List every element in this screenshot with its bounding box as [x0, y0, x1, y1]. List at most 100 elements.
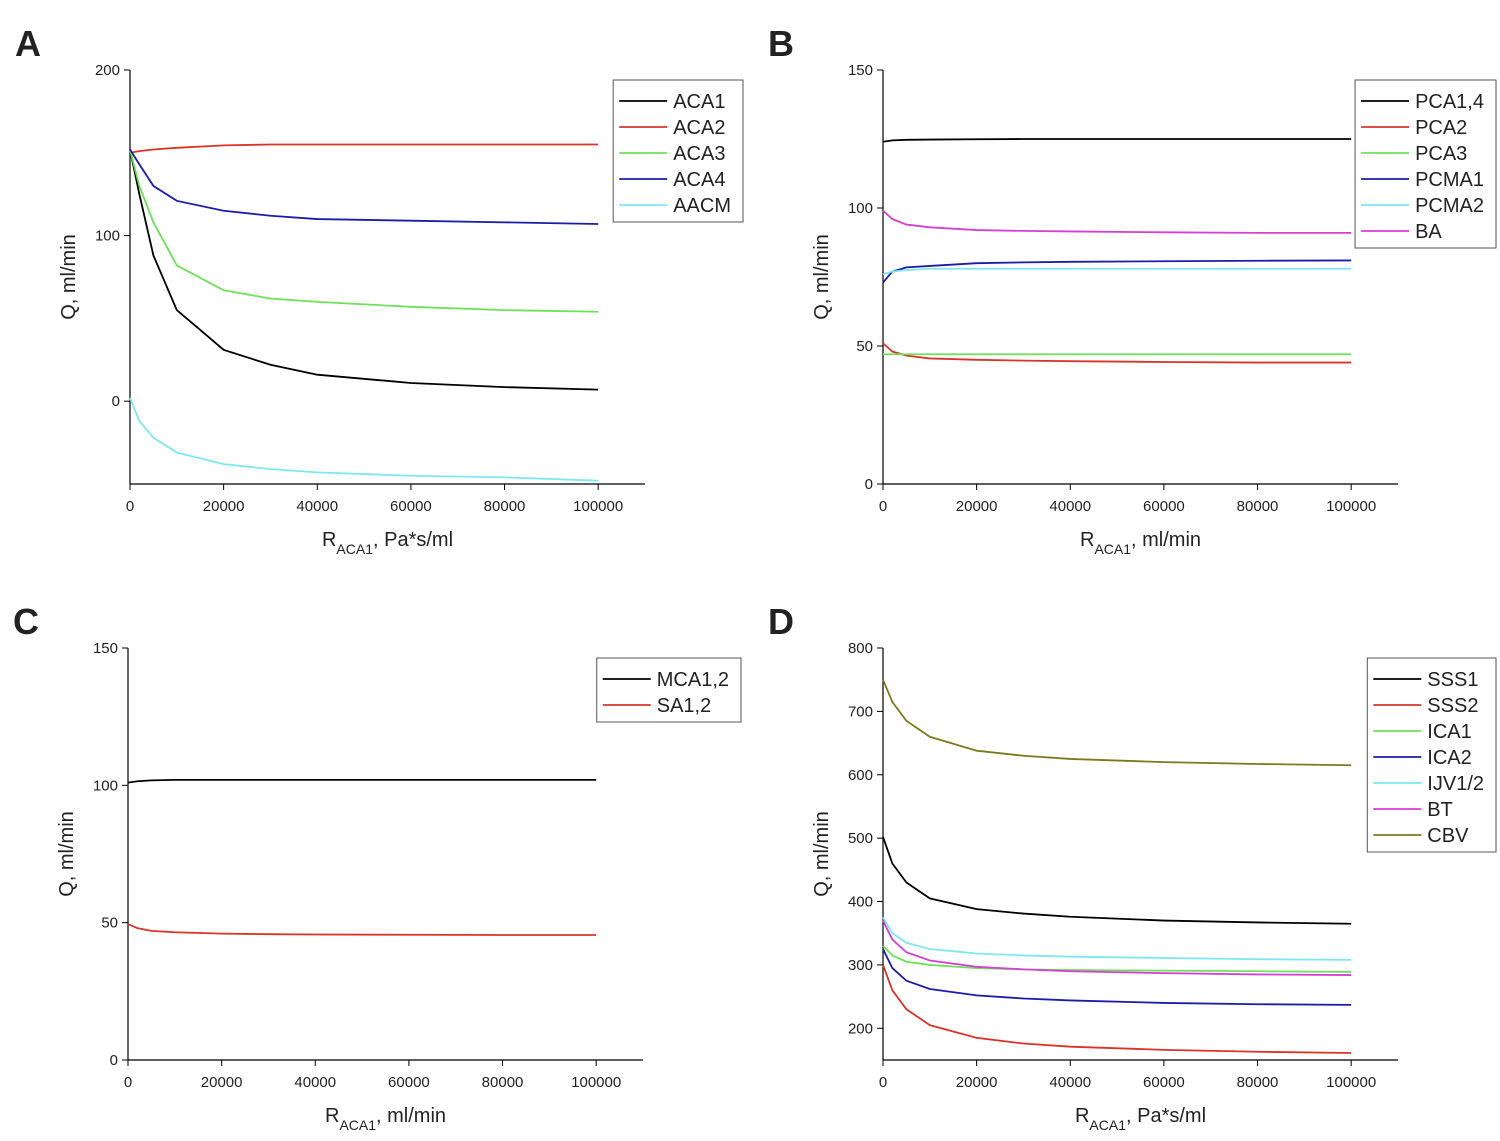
x-tick-label: 40000	[294, 1074, 336, 1091]
x-axis-title: RACA1, ml/min	[1080, 529, 1201, 557]
x-tick-label: 60000	[388, 1074, 430, 1091]
x-axis-title: RACA1, Pa*s/ml	[1075, 1105, 1206, 1133]
legend-label: SSS2	[1427, 695, 1478, 717]
x-tick-label: 20000	[201, 1074, 243, 1091]
panel-label: A	[15, 23, 41, 64]
series-line	[882, 964, 1352, 1054]
x-tick-label: 40000	[1049, 1074, 1091, 1091]
x-axis-title-part: ACA1	[336, 541, 373, 557]
x-tick-label: 20000	[956, 498, 998, 515]
y-tick-label: 300	[848, 957, 873, 974]
legend-label: AACM	[673, 195, 731, 217]
x-tick-label: 100000	[1326, 1074, 1376, 1091]
y-tick-label: 100	[95, 228, 120, 245]
x-axis-title-part: ACA1	[339, 1117, 376, 1133]
y-tick-label: 500	[848, 830, 873, 847]
x-tick-label: 20000	[203, 498, 245, 515]
series-line	[882, 836, 1352, 925]
legend-label: BA	[1415, 221, 1442, 243]
series-line	[882, 948, 1352, 1006]
x-tick-label: 100000	[573, 498, 623, 515]
legend-label: MCA1,2	[657, 669, 729, 691]
series-line	[129, 149, 599, 391]
panel-label: B	[768, 23, 794, 64]
x-tick-label: 100000	[571, 1074, 621, 1091]
x-tick-label: 80000	[482, 1074, 524, 1091]
series-line	[129, 397, 599, 482]
x-tick-label: 60000	[390, 498, 432, 515]
legend-label: ACA3	[673, 143, 725, 165]
panel-3: D 200 300 400 500 600 700 800 0 20000 40000 60000 80…	[768, 601, 1497, 1133]
legend-label: ICA1	[1427, 721, 1471, 743]
legend-box	[612, 79, 744, 223]
panel-2: C 0 50 100 150 0 20000 40000 60000 80000 100000 Q, …	[13, 601, 742, 1133]
x-axis-title: RACA1, ml/min	[325, 1105, 446, 1133]
x-axis-title-part: ACA1	[1089, 1117, 1126, 1133]
x-tick-label: 20000	[956, 1074, 998, 1091]
y-tick-label: 200	[95, 62, 120, 79]
series-line	[882, 342, 1352, 364]
y-tick-label: 100	[93, 777, 118, 794]
x-axis-title-part: , ml/min	[376, 1105, 446, 1127]
x-tick-label: 40000	[296, 498, 338, 515]
x-axis-title-part: ACA1	[1094, 541, 1131, 557]
series-line	[129, 149, 599, 313]
legend: ACA1 ACA2 ACA3 ACA4 AACM	[612, 79, 744, 223]
x-tick-label: 100000	[1326, 498, 1376, 515]
legend-box	[1354, 79, 1497, 249]
series-line	[882, 916, 1352, 961]
x-axis-title-part: R	[1075, 1105, 1089, 1127]
y-tick-label: 0	[112, 393, 120, 410]
legend-label: ACA2	[673, 117, 725, 139]
y-axis-title: Q, ml/min	[811, 234, 833, 320]
series-line	[882, 259, 1352, 284]
legend: MCA1,2 SA1,2	[596, 657, 742, 723]
x-axis-title-part: R	[325, 1105, 339, 1127]
series-line	[882, 210, 1352, 234]
x-tick-label: 80000	[1237, 1074, 1279, 1091]
legend-label: PCMA1	[1415, 169, 1484, 191]
x-axis-title-part: , ml/min	[1131, 529, 1201, 551]
x-axis-title-part: R	[1080, 529, 1094, 551]
series-line	[882, 267, 1352, 276]
series-line	[882, 138, 1352, 143]
y-tick-label: 150	[93, 640, 118, 657]
y-axis-title: Q, ml/min	[58, 234, 80, 320]
legend-label: CBV	[1427, 825, 1469, 847]
x-tick-label: 80000	[484, 498, 526, 515]
panel-label: D	[768, 601, 794, 642]
y-tick-label: 0	[110, 1052, 118, 1069]
legend-label: ICA2	[1427, 747, 1471, 769]
legend-label: SA1,2	[657, 695, 711, 717]
legend-label: PCA3	[1415, 143, 1467, 165]
series-line	[129, 149, 599, 225]
x-tick-label: 0	[126, 498, 134, 515]
x-tick-label: 0	[124, 1074, 132, 1091]
legend-label: PCA2	[1415, 117, 1467, 139]
legend-label: PCA1,4	[1415, 91, 1484, 113]
y-axis-title: Q, ml/min	[56, 811, 78, 897]
y-tick-label: 0	[865, 476, 873, 493]
x-axis-title-part: , Pa*s/ml	[1126, 1105, 1206, 1127]
legend-label: ACA1	[673, 91, 725, 113]
y-tick-label: 700	[848, 703, 873, 720]
y-tick-label: 200	[848, 1020, 873, 1037]
x-tick-label: 0	[879, 498, 887, 515]
x-tick-label: 60000	[1143, 498, 1185, 515]
x-axis-title: RACA1, Pa*s/ml	[322, 529, 453, 557]
legend-box	[596, 657, 742, 723]
legend-label: IJV1/2	[1427, 773, 1484, 795]
x-axis-title-part: R	[322, 529, 336, 551]
legend-label: BT	[1427, 799, 1453, 821]
panel-1: B 0 50 100 150 0 20000 40000 60000 80000 100000 Q, …	[768, 23, 1497, 557]
series-line	[129, 143, 599, 154]
legend-label: PCMA2	[1415, 195, 1484, 217]
y-tick-label: 800	[848, 640, 873, 657]
panel-label: C	[13, 601, 39, 642]
series-line	[882, 920, 1352, 976]
y-tick-label: 100	[848, 200, 873, 217]
legend: PCA1,4 PCA2 PCA3 PCMA1 PCMA2 BA	[1354, 79, 1497, 249]
y-axis-title: Q, ml/min	[811, 811, 833, 897]
legend-label: ACA4	[673, 169, 725, 191]
